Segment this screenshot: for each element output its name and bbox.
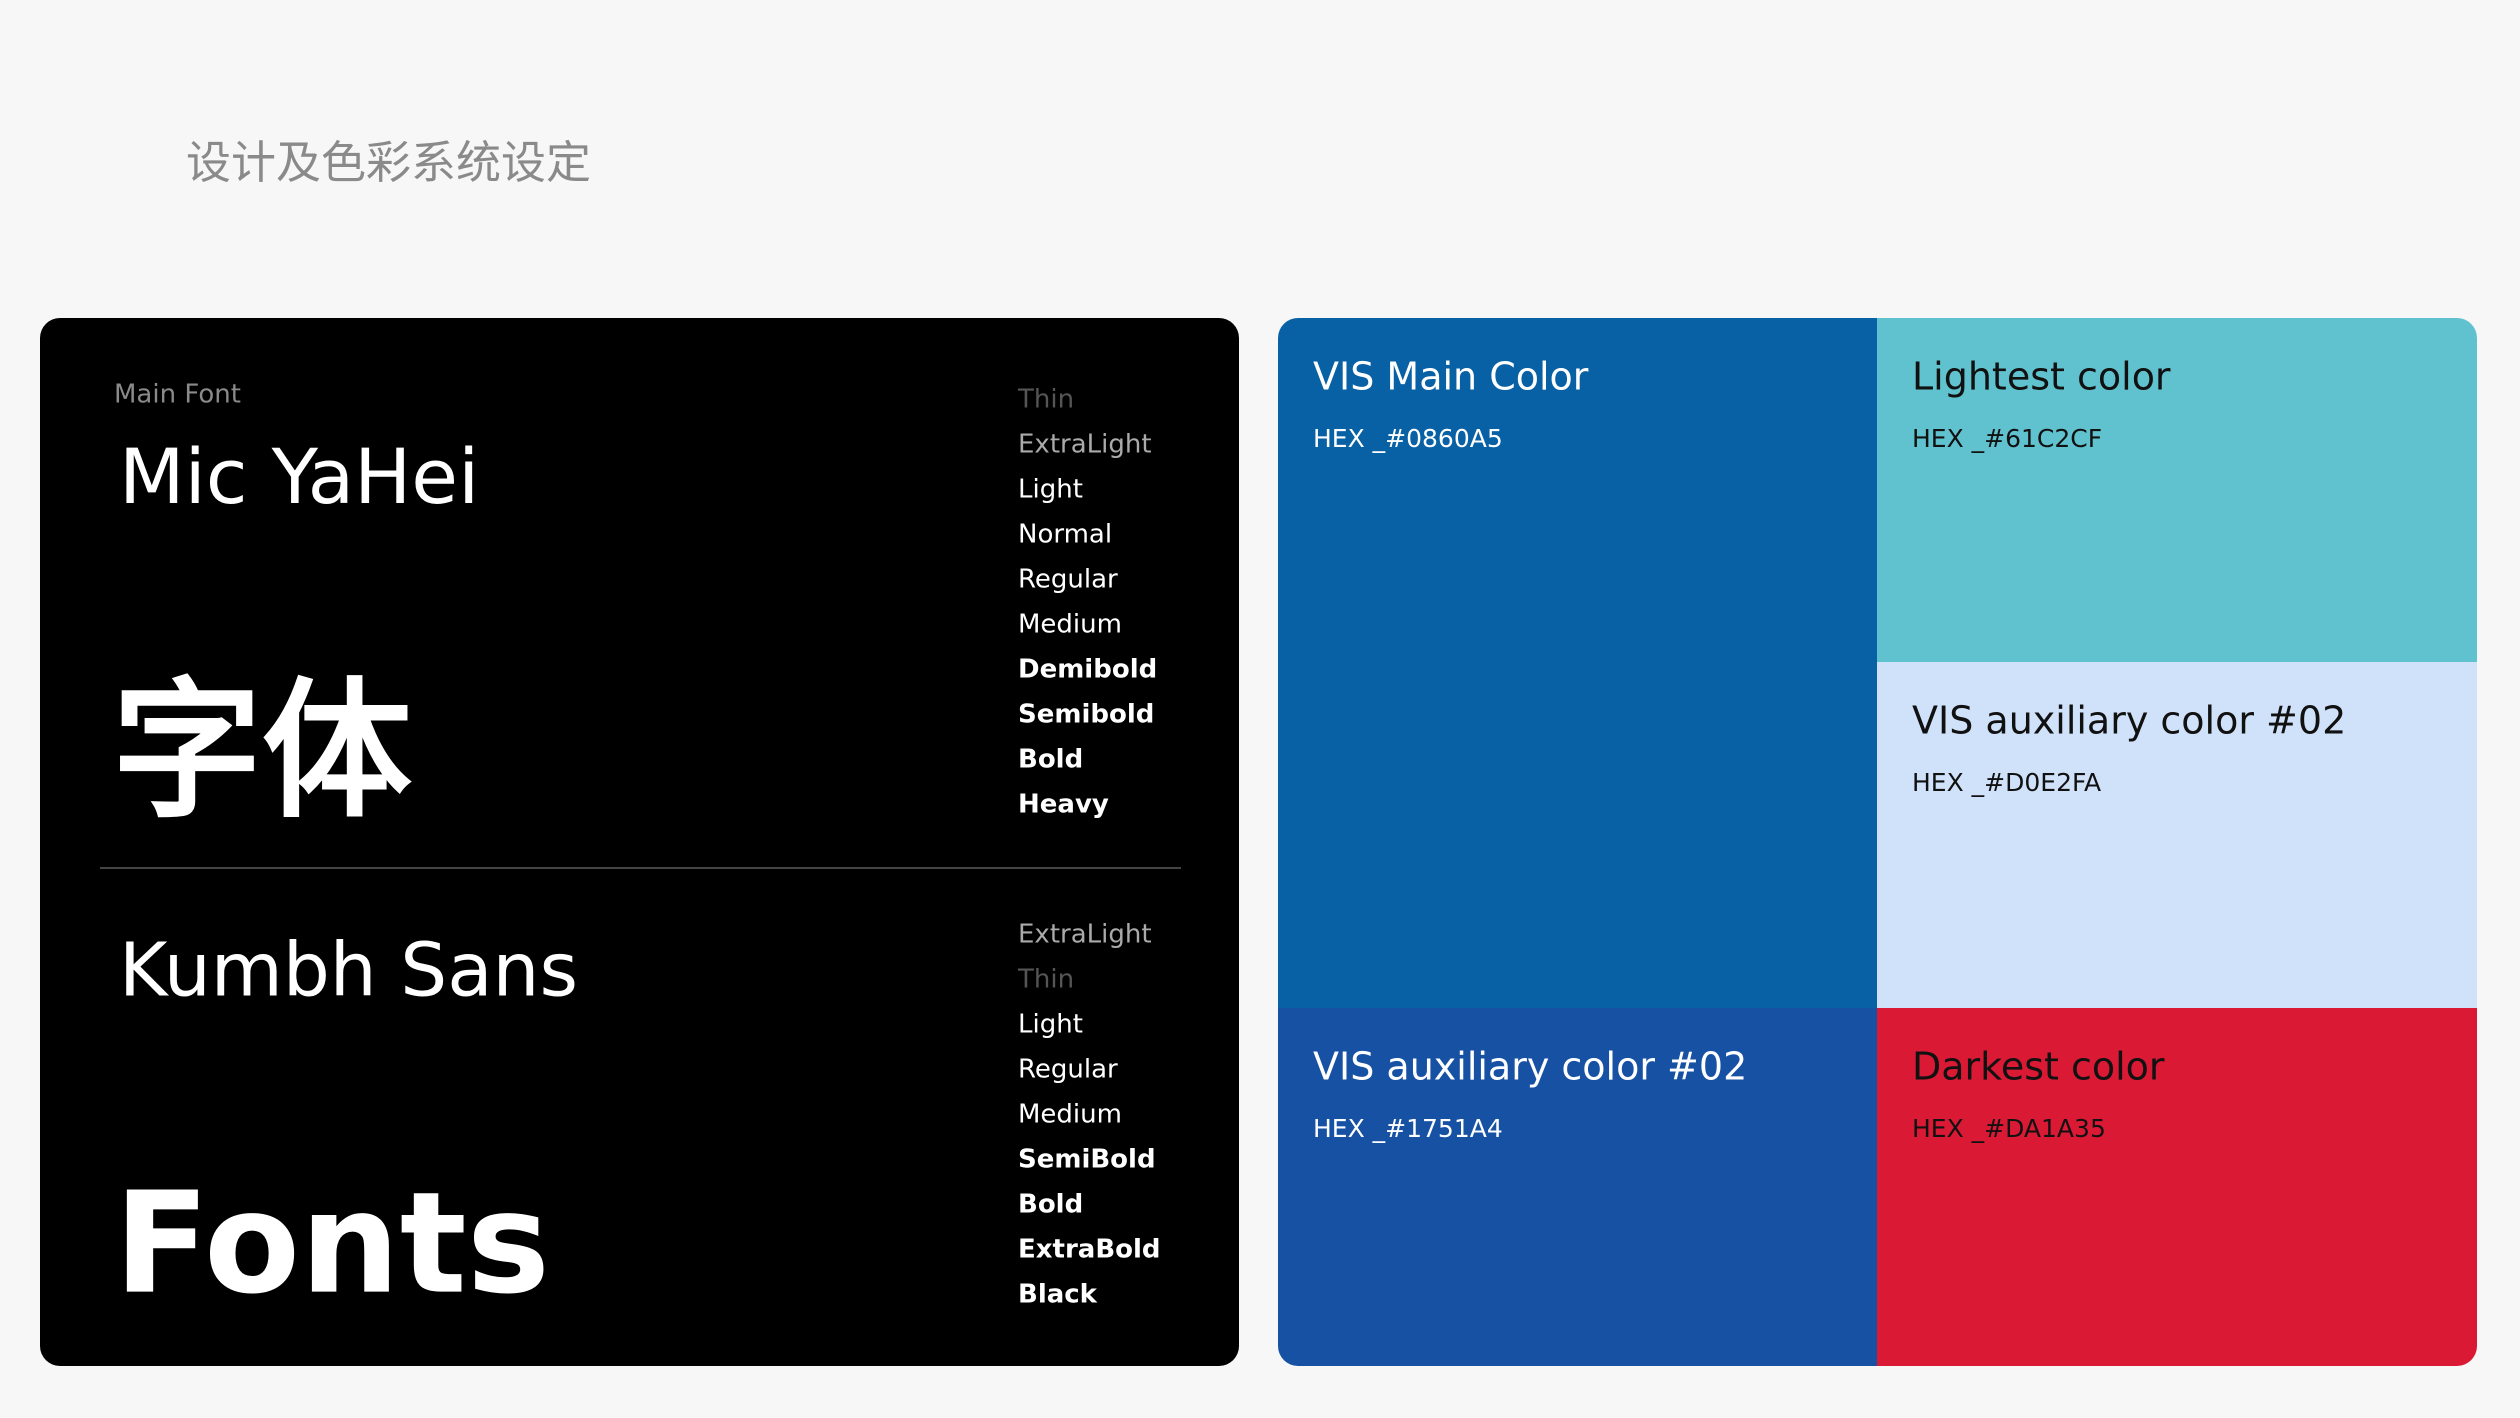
color-hex: HEX _#1751A4 — [1313, 1114, 1503, 1143]
font-name: Kumbh Sans — [119, 928, 578, 1014]
color-hex: HEX _#0860A5 — [1313, 424, 1503, 453]
color-swatch — [1278, 318, 1877, 1008]
weight-item: Light — [1018, 475, 1083, 505]
font-sample: Fonts — [114, 1163, 550, 1326]
weight-item: Semibold — [1018, 700, 1154, 730]
weight-item: Black — [1018, 1280, 1098, 1310]
color-swatch — [1278, 1008, 1877, 1366]
weight-item: Regular — [1018, 1055, 1118, 1085]
font-sample: 字体 — [112, 665, 412, 839]
color-name: VIS auxiliary color #02 — [1912, 699, 2346, 743]
weight-item: ExtraLight — [1018, 430, 1152, 460]
weight-item: Thin — [1017, 385, 1074, 415]
color-hex: HEX _#D0E2FA — [1912, 768, 2101, 797]
weight-item: Thin — [1017, 965, 1074, 995]
weight-item: Regular — [1018, 565, 1118, 595]
weight-item: Bold — [1018, 1190, 1083, 1220]
panel-label: Main Font — [114, 380, 241, 410]
color-swatch — [1877, 318, 2477, 662]
font-panel — [40, 318, 1239, 1366]
color-panel: VIS Main Color HEX _#0860A5 Lightest color… — [1278, 318, 2477, 1366]
color-swatch — [1877, 1008, 2477, 1366]
weight-item: Light — [1018, 1010, 1083, 1040]
color-swatch — [1877, 662, 2477, 1008]
weight-item: Normal — [1018, 520, 1112, 550]
weight-item: Medium — [1018, 610, 1122, 640]
color-hex: HEX _#DA1A35 — [1912, 1114, 2106, 1143]
color-name: VIS auxiliary color #02 — [1313, 1045, 1747, 1089]
font-name: Mic YaHei — [119, 432, 479, 521]
color-name: VIS Main Color — [1313, 355, 1589, 399]
weight-item: Heavy — [1018, 790, 1109, 820]
color-hex: HEX _#61C2CF — [1912, 424, 2102, 453]
weight-item: Medium — [1018, 1100, 1122, 1130]
weight-item: Demibold — [1018, 655, 1157, 685]
weight-item: Bold — [1018, 745, 1083, 775]
weight-item: ExtraLight — [1018, 920, 1152, 950]
color-name: Darkest color — [1912, 1045, 2165, 1089]
weight-item: SemiBold — [1018, 1145, 1156, 1175]
page-title: 设计及色彩系统设定 — [186, 136, 591, 189]
weight-item: ExtraBold — [1018, 1235, 1161, 1265]
color-name: Lightest color — [1912, 355, 2171, 399]
